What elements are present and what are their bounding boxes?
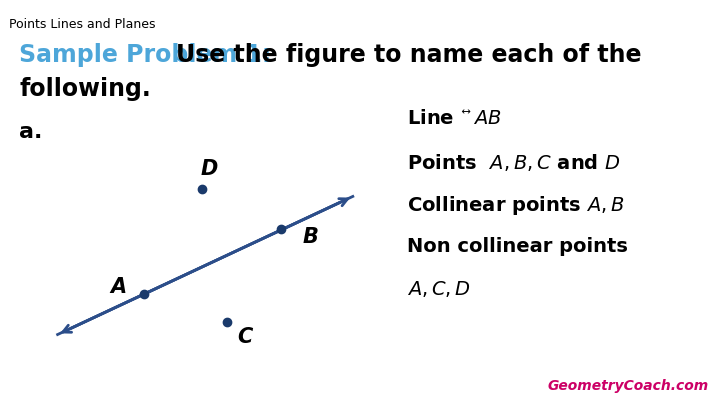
Text: Points  $A, B, C$ and $D$: Points $A, B, C$ and $D$ (407, 152, 621, 173)
Text: $A, C, D$: $A, C, D$ (407, 279, 471, 299)
Text: Use the figure to name each of the: Use the figure to name each of the (176, 43, 642, 66)
Text: C: C (238, 327, 253, 347)
Text: A: A (110, 277, 126, 297)
Text: a.: a. (19, 122, 42, 141)
Text: Line  $\overleftrightarrow{AB}$: Line $\overleftrightarrow{AB}$ (407, 109, 502, 128)
Text: GeometryCoach.com: GeometryCoach.com (548, 379, 709, 393)
Text: Non collinear points: Non collinear points (407, 237, 628, 256)
Text: Points Lines and Planes: Points Lines and Planes (9, 18, 156, 31)
Text: Collinear points $A, B$: Collinear points $A, B$ (407, 194, 624, 217)
Text: B: B (302, 227, 318, 247)
Text: D: D (200, 159, 217, 179)
Text: Sample Problem 1:: Sample Problem 1: (19, 43, 271, 66)
Text: following.: following. (19, 77, 151, 101)
